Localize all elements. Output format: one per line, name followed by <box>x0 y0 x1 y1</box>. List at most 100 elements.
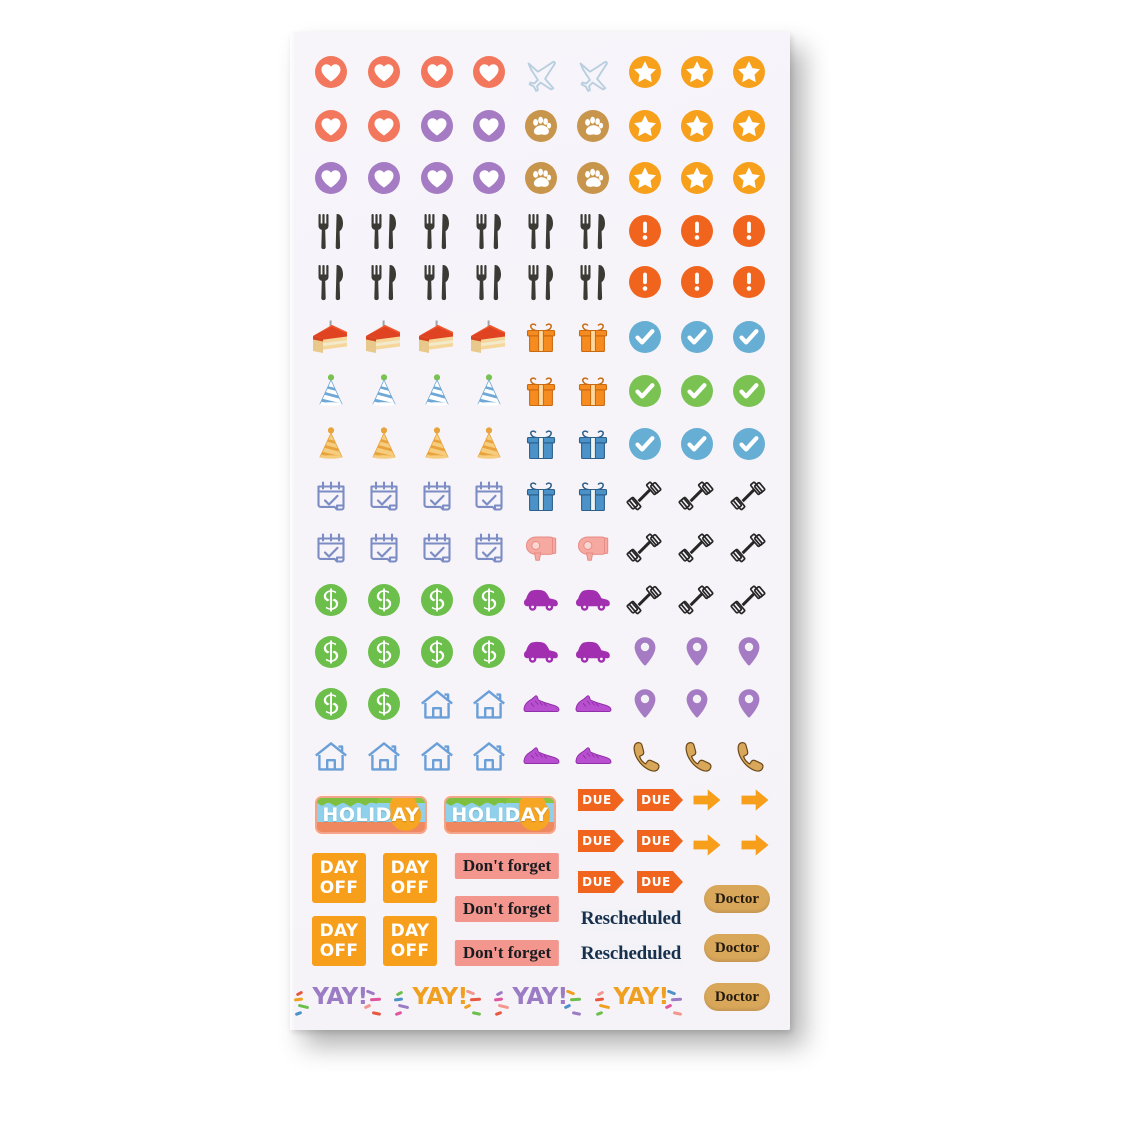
icon-star <box>623 104 667 148</box>
confetti-dash <box>497 1003 510 1010</box>
icon-car <box>571 578 615 622</box>
yay-sticker[interactable]: YAY! <box>292 982 388 1017</box>
confetti-dash <box>471 1011 482 1016</box>
confetti-dash <box>672 1011 683 1016</box>
dont-forget-sticker[interactable]: Don't forget <box>454 853 560 879</box>
confetti-dash <box>495 990 504 997</box>
day-off-sticker[interactable]: DAY OFF <box>383 853 437 903</box>
confetti-dash <box>393 997 404 1002</box>
icon-alert <box>675 209 719 253</box>
icon-star <box>675 104 719 148</box>
confetti-dash <box>395 990 404 997</box>
icon-heart-purple <box>467 104 511 148</box>
arrow-right-icon[interactable] <box>685 823 729 867</box>
icon-pin <box>675 682 719 726</box>
icon-star <box>727 156 771 200</box>
icon-house <box>309 734 353 778</box>
due-tag-sticker[interactable]: DUE <box>637 830 683 852</box>
day-off-sticker[interactable]: DAY OFF <box>312 853 366 903</box>
icon-dumbbell <box>623 526 667 570</box>
sun-decoration <box>387 800 421 832</box>
sun-decoration <box>516 800 550 832</box>
icon-cutlery <box>415 209 459 253</box>
icon-cutlery <box>571 260 615 304</box>
icon-shoe <box>571 682 615 726</box>
icon-cutlery <box>467 260 511 304</box>
day-off-sticker[interactable]: DAY OFF <box>383 916 437 966</box>
icon-cake <box>362 315 406 359</box>
icon-hair-dryer <box>519 526 563 570</box>
doctor-sticker[interactable]: Doctor <box>704 983 770 1011</box>
holiday-sticker[interactable]: HOLIDAY <box>315 796 427 834</box>
icon-cake <box>309 315 353 359</box>
yay-sticker[interactable]: YAY! <box>593 982 689 1017</box>
icon-money <box>309 682 353 726</box>
due-tag-sticker[interactable]: DUE <box>637 789 683 811</box>
icon-house <box>467 682 511 726</box>
due-tag-sticker[interactable]: DUE <box>578 871 624 893</box>
icon-money <box>362 578 406 622</box>
icon-alert <box>727 260 771 304</box>
rescheduled-sticker[interactable]: Rescheduled <box>578 908 684 930</box>
icon-gift-blue <box>519 422 563 466</box>
icon-dumbbell <box>675 526 719 570</box>
icon-paw <box>571 104 615 148</box>
icon-phone <box>675 734 719 778</box>
icon-cutlery <box>415 260 459 304</box>
dont-forget-sticker[interactable]: Don't forget <box>454 940 560 966</box>
rescheduled-sticker[interactable]: Rescheduled <box>578 943 684 965</box>
due-tag-sticker[interactable]: DUE <box>578 789 624 811</box>
confetti-dash <box>469 997 482 1002</box>
confetti-dash <box>596 990 605 997</box>
icon-calendar <box>467 474 511 518</box>
day-off-line1: DAY <box>319 921 359 941</box>
due-tag-sticker[interactable]: DUE <box>637 871 683 893</box>
icon-check-blue <box>623 315 667 359</box>
icon-money <box>309 578 353 622</box>
icon-money <box>415 578 459 622</box>
icon-gift-orange <box>519 315 563 359</box>
icon-paw <box>519 156 563 200</box>
confetti-dash <box>293 997 304 1002</box>
confetti-dash <box>670 997 683 1002</box>
due-tag-sticker[interactable]: DUE <box>578 830 624 852</box>
yay-label: YAY! <box>512 984 568 1010</box>
doctor-sticker[interactable]: Doctor <box>704 885 770 913</box>
yay-sticker[interactable]: YAY! <box>392 982 488 1017</box>
icon-gift-orange <box>519 369 563 413</box>
day-off-line2: OFF <box>390 878 430 898</box>
icon-check-blue <box>675 315 719 359</box>
icon-check-green <box>623 369 667 413</box>
holiday-sticker[interactable]: HOLIDAY <box>444 796 556 834</box>
icon-money <box>467 578 511 622</box>
icon-pin <box>675 630 719 674</box>
confetti-dash <box>371 1011 382 1016</box>
dont-forget-sticker[interactable]: Don't forget <box>454 896 560 922</box>
icon-money <box>362 682 406 726</box>
day-off-sticker[interactable]: DAY OFF <box>312 916 366 966</box>
arrow-right-icon[interactable] <box>685 778 729 822</box>
icon-heart-purple <box>362 156 406 200</box>
icon-car <box>519 578 563 622</box>
icon-alert <box>675 260 719 304</box>
icon-pin <box>623 682 667 726</box>
doctor-sticker[interactable]: Doctor <box>704 934 770 962</box>
icon-check-blue <box>727 315 771 359</box>
confetti-dash <box>569 997 582 1002</box>
arrow-right-icon[interactable] <box>733 823 777 867</box>
icon-house <box>362 734 406 778</box>
icon-calendar <box>309 474 353 518</box>
icon-party-hat-blue <box>309 369 353 413</box>
icon-paw <box>519 104 563 148</box>
icon-car <box>571 630 615 674</box>
day-off-line2: OFF <box>319 878 359 898</box>
icon-cutlery <box>362 260 406 304</box>
icon-cutlery <box>519 260 563 304</box>
grass-decoration <box>317 798 379 807</box>
arrow-right-icon[interactable] <box>733 778 777 822</box>
day-off-line2: OFF <box>319 941 359 961</box>
yay-sticker[interactable]: YAY! <box>492 982 588 1017</box>
icon-party-hat-gold <box>309 422 353 466</box>
icon-check-blue <box>675 422 719 466</box>
confetti-dash <box>295 990 304 997</box>
